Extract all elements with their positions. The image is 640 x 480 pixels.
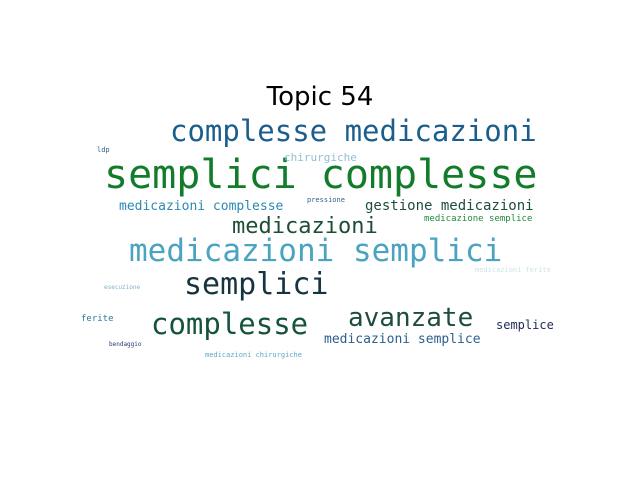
word-medicazioni-semplice: medicazioni semplice bbox=[324, 332, 481, 347]
word-esecuzione: esecuzione bbox=[104, 284, 141, 291]
word-medicazioni-chirurgiche: medicazioni chirurgiche bbox=[205, 351, 302, 359]
page-title: Topic 54 bbox=[266, 82, 374, 112]
word-complesse: complesse bbox=[151, 307, 309, 341]
word-avanzate: avanzate bbox=[348, 303, 474, 333]
word-medicazioni-semplici: medicazioni semplici bbox=[129, 233, 503, 269]
word-chirurgiche: chirurgiche bbox=[284, 151, 357, 164]
word-semplice: semplice bbox=[496, 318, 554, 332]
word-ferite: ferite bbox=[81, 314, 114, 324]
word-bendaggio: bendaggio bbox=[109, 341, 142, 348]
word-semplici: semplici bbox=[184, 267, 329, 302]
word-medicazioni-complesse: medicazioni complesse bbox=[119, 199, 284, 214]
word-medicazioni: medicazioni bbox=[232, 214, 378, 239]
word-medicazioni-ferite: medicazioni ferite bbox=[475, 266, 551, 274]
word-ldp: ldp bbox=[97, 146, 110, 154]
word-complesse-medicazioni: complesse medicazioni bbox=[170, 114, 537, 148]
word-pressione: pressione bbox=[307, 196, 345, 204]
word-semplici-complesse: semplici complesse bbox=[104, 152, 538, 198]
word-gestione-medicazioni: gestione medicazioni bbox=[365, 198, 534, 214]
word-medicazione-semplice: medicazione semplice bbox=[424, 214, 533, 224]
